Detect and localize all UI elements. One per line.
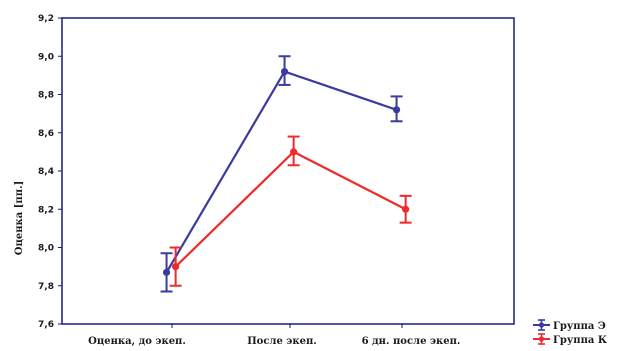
x-tick-label: 6 дн. после экеп.	[362, 336, 461, 347]
data-point	[172, 263, 180, 271]
y-tick-label: 7,8	[38, 282, 54, 292]
data-point	[402, 205, 410, 213]
y-tick-label: 7,6	[38, 320, 54, 330]
plot-frame	[61, 17, 515, 325]
x-tick-label: Оценка, до экеп.	[88, 336, 186, 347]
y-tick-label: 8,6	[38, 129, 54, 139]
data-point	[162, 268, 171, 276]
x-axis: Оценка, до экеп. После экеп. 6 дн. после э…	[88, 324, 460, 347]
y-tick-label: 9,0	[38, 52, 54, 62]
y-tick-label: 8,4	[38, 167, 54, 177]
y-tick-label: 8,2	[38, 205, 54, 215]
y-tick-label: 9,2	[38, 14, 54, 24]
data-point	[392, 106, 401, 114]
series-layer	[160, 55, 412, 293]
x-tick-label: После экеп.	[247, 336, 317, 347]
data-point	[280, 67, 289, 76]
legend-label: Группа К	[553, 335, 607, 346]
data-point	[290, 148, 298, 156]
series-2	[169, 135, 412, 287]
y-tick-label: 8,0	[38, 244, 54, 254]
y-axis-title: Оценка [пп.]	[14, 181, 25, 256]
legend-item: Группа Э	[533, 319, 606, 332]
legend-item: Группа К	[533, 333, 607, 346]
y-axis: 7,6 7,8 8,0 8,2 8,4 8,6 8,8 9,0 9,2	[38, 14, 62, 330]
y-tick-label: 8,8	[38, 91, 54, 101]
series-1	[160, 55, 403, 293]
legend: Группа Э Группа К	[533, 319, 607, 346]
series-line	[174, 150, 407, 268]
legend-label: Группа Э	[553, 321, 606, 332]
